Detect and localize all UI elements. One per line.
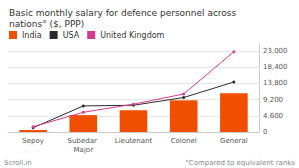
svg-text:Scroll.in: Scroll.in <box>4 159 32 167</box>
svg-text:Subedar: Subedar <box>68 137 99 145</box>
svg-text:India: India <box>22 31 42 40</box>
svg-text:13,800: 13,800 <box>263 79 288 87</box>
svg-text:USA: USA <box>63 31 80 40</box>
svg-text:0: 0 <box>263 128 267 136</box>
svg-text:United Kingdom: United Kingdom <box>100 31 164 40</box>
svg-text:°Compared to equivalent ranks: °Compared to equivalent ranks <box>185 159 295 167</box>
svg-text:23,000: 23,000 <box>263 47 288 55</box>
svg-text:Major: Major <box>74 146 94 154</box>
svg-text:4,600: 4,600 <box>263 112 283 120</box>
svg-text:Lieutenant: Lieutenant <box>115 137 153 145</box>
svg-text:General: General <box>220 137 248 145</box>
svg-text:18,400: 18,400 <box>263 63 288 71</box>
svg-text:Colonel: Colonel <box>171 137 197 145</box>
svg-text:Sepoy: Sepoy <box>22 137 44 145</box>
svg-text:Basic monthly salary for defen: Basic monthly salary for defence personn… <box>9 8 239 18</box>
svg-text:9,200: 9,200 <box>263 96 283 104</box>
svg-text:nations° ($, PPP): nations° ($, PPP) <box>9 19 84 29</box>
